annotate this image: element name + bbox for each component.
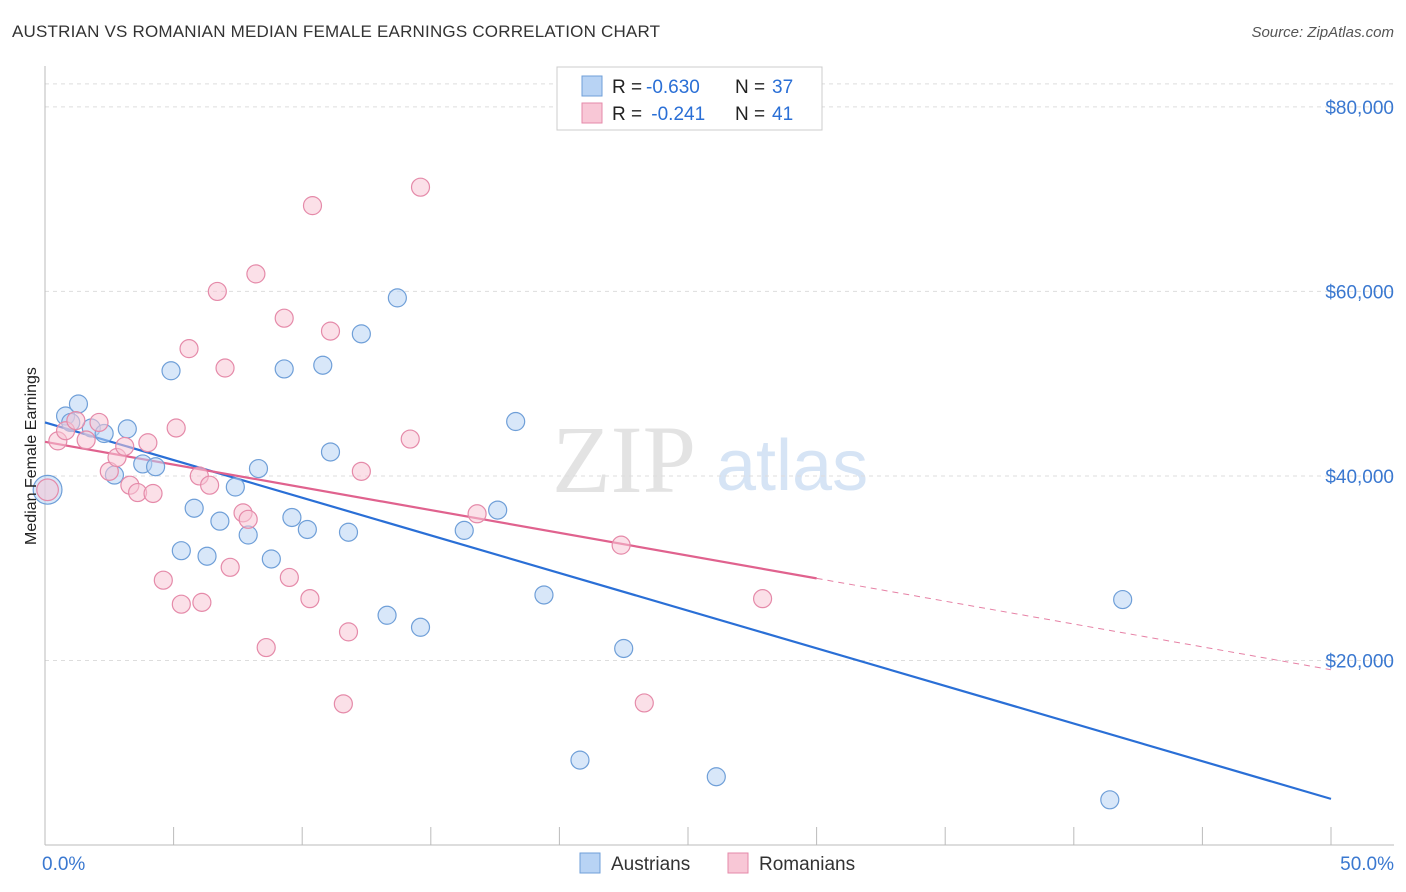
austrian-point [274,359,294,379]
chart-source: Source: ZipAtlas.com [1251,24,1394,41]
austrian-point [261,549,281,569]
austrian-point [210,511,230,531]
romanian-point [333,694,353,714]
austrian-point [338,522,359,542]
austrian-point [351,324,371,344]
romanian-point [634,693,654,713]
series-legend: Austrians Romanians [579,852,855,875]
romanian-point [143,483,163,504]
y-tick-label: $20,000 [1325,651,1394,672]
austrian-point [410,617,431,637]
bottom-legend-romanians: Romanians [759,854,855,875]
austrian-point [488,500,508,520]
austrian-point [454,520,474,540]
austrian-point [320,442,341,462]
romanian-point [302,196,323,216]
austrian-point [534,585,554,605]
romanian-point [238,509,258,529]
romanian-point [153,570,173,590]
legend-n-label-1: N = [735,77,765,98]
romanian-point [200,475,220,495]
romanian-point [256,637,276,658]
romanian-point [410,177,431,197]
romanian-point [338,622,359,642]
austrian-point [387,288,407,308]
austrian-point [506,411,526,432]
austrian-point [145,457,166,477]
romanian-point [179,339,199,359]
romanian-point [207,281,227,302]
bottom-legend-swatch-austrians [579,852,601,874]
romanian-point [300,589,320,609]
bottom-legend-austrians: Austrians [611,854,690,875]
y-tick-label: $80,000 [1325,98,1394,119]
austrian-point [161,361,181,381]
y-tick-label: $40,000 [1325,467,1394,488]
stats-legend: R = -0.630 N = 37 R = -0.241 N = 41 [556,66,823,131]
austrian-point [248,458,269,479]
austrian-point [614,638,634,659]
legend-n-value-2: 41 [772,104,793,125]
chart-title: AUSTRIAN VS ROMANIAN MEDIAN FEMALE EARNI… [12,22,661,41]
romanian-point [220,557,240,577]
romanian-point [274,308,294,328]
romanian-point [192,592,212,612]
trendlines [44,421,1332,800]
austrian-point [68,394,89,414]
x-tick-label: 50.0% [1340,854,1394,875]
romanian-point [400,429,420,449]
legend-n-value-1: 37 [772,77,793,98]
austrian-point [1113,589,1133,610]
legend-r-value-2: -0.241 [646,104,705,125]
y-tick-label: $60,000 [1325,282,1394,303]
romanian-point [246,264,266,284]
bottom-legend-swatch-romanians [727,852,749,874]
legend-r-value-1: -0.630 [646,77,700,98]
legend-r-label-2: R = [612,104,642,125]
legend-n-label-2: N = [735,104,765,125]
data-points [32,177,1133,810]
legend-swatch-austrians [581,75,603,97]
austrian-point [313,355,333,375]
austrian-point [377,605,397,625]
austrian-point [570,750,590,770]
grid-lines [45,83,1394,661]
romanian-point [351,461,371,481]
legend-r-label-1: R = [612,77,642,98]
austrian-point [171,541,191,561]
romanian-point [36,478,59,502]
romanian-point [171,594,191,614]
romanian-point [115,436,135,457]
romanian-point [166,418,186,438]
romanian-point [320,321,341,341]
austrian-point [297,519,317,540]
tick-labels: $20,000 $40,000 $60,000 $80,000 0.0% 50.0% [42,98,1394,875]
romanian-point [89,412,109,433]
austrians-trendline [44,421,1332,800]
romanian-point [467,504,487,524]
x-tick-label: 0.0% [42,854,85,875]
romanians-trendline [44,440,817,580]
romanians-trendline-extension [816,577,1332,671]
austrian-point [706,767,726,787]
austrian-point [184,498,204,518]
axes [44,66,1394,846]
austrian-point [282,507,302,528]
romanian-point [279,567,299,588]
romanian-point [215,358,235,378]
romanian-point [76,430,96,450]
watermark-atlas: atlas [716,426,868,506]
romanian-point [138,433,158,453]
watermark-zip: ZIP [552,406,696,513]
austrian-point [225,477,245,497]
y-axis-label: Median Female Earnings [23,367,40,545]
austrian-point [1100,790,1120,810]
romanian-point [611,535,631,555]
romanian-point [752,589,773,609]
austrian-point [197,546,217,566]
romanian-point [66,410,86,431]
legend-swatch-romanians [581,102,603,124]
austrian-point [117,419,137,439]
